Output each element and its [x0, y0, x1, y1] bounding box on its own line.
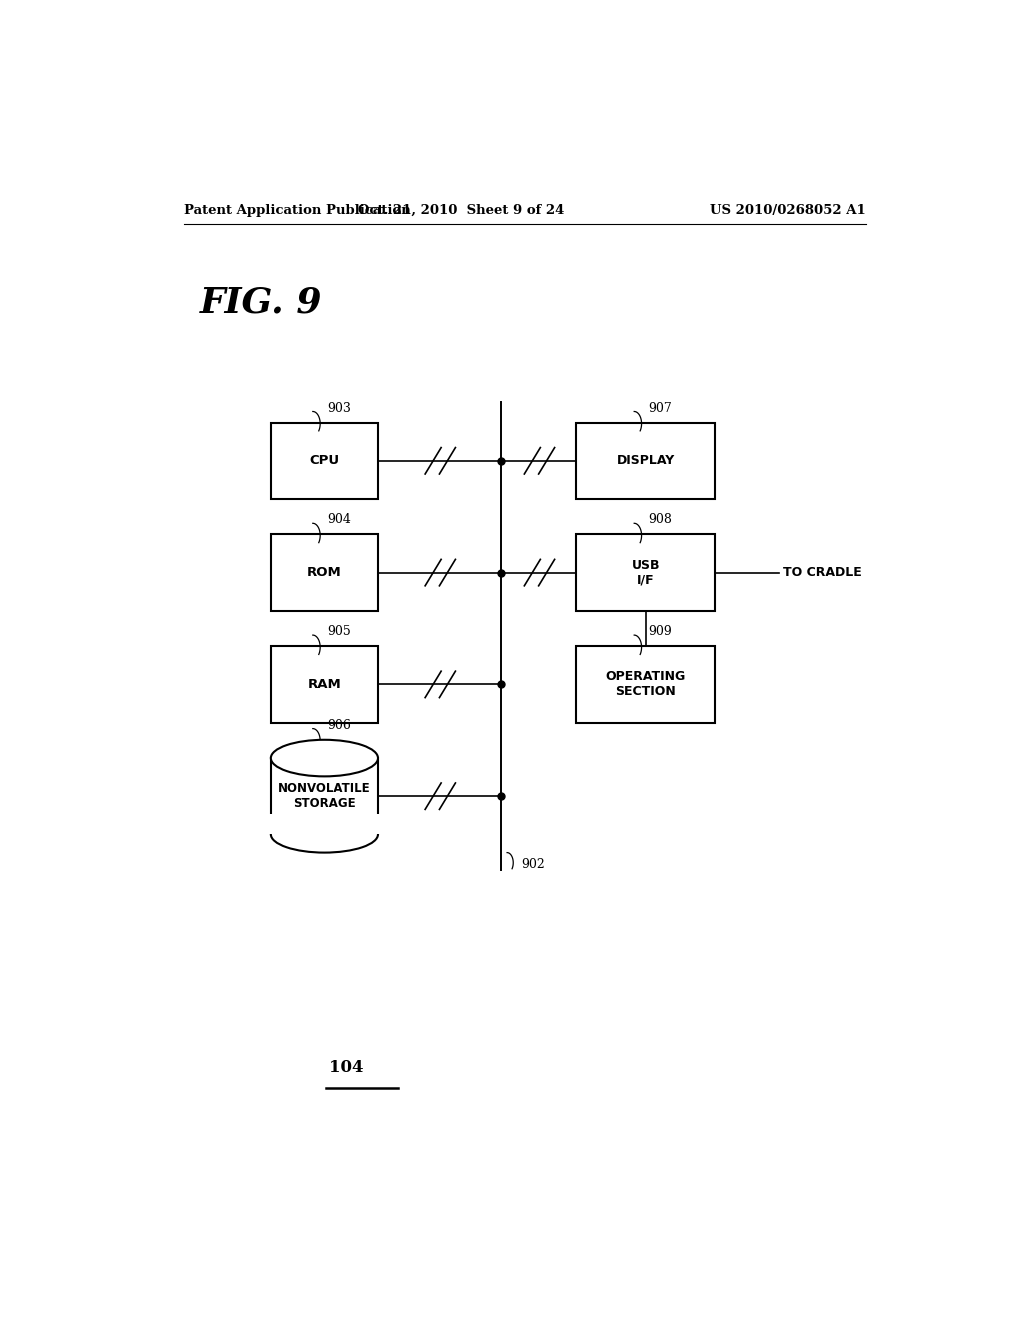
Text: CPU: CPU [309, 454, 340, 467]
FancyBboxPatch shape [270, 647, 378, 722]
FancyBboxPatch shape [270, 758, 378, 834]
Text: 905: 905 [327, 626, 350, 638]
Text: ROM: ROM [307, 566, 342, 579]
Ellipse shape [270, 739, 378, 776]
Text: FIG. 9: FIG. 9 [200, 285, 322, 319]
Text: 903: 903 [327, 401, 350, 414]
FancyBboxPatch shape [270, 422, 378, 499]
Text: Patent Application Publication: Patent Application Publication [183, 205, 411, 216]
Text: 904: 904 [327, 513, 350, 527]
Text: 906: 906 [327, 718, 350, 731]
FancyBboxPatch shape [270, 535, 378, 611]
Text: Oct. 21, 2010  Sheet 9 of 24: Oct. 21, 2010 Sheet 9 of 24 [358, 205, 564, 216]
Text: 909: 909 [648, 626, 672, 638]
Text: DISPLAY: DISPLAY [616, 454, 675, 467]
FancyBboxPatch shape [269, 814, 380, 834]
Text: TO CRADLE: TO CRADLE [782, 566, 861, 579]
Text: 908: 908 [648, 513, 672, 527]
FancyBboxPatch shape [577, 535, 715, 611]
Text: USB
I/F: USB I/F [632, 558, 660, 586]
Text: NONVOLATILE
STORAGE: NONVOLATILE STORAGE [279, 783, 371, 810]
Text: 104: 104 [329, 1059, 364, 1076]
FancyBboxPatch shape [577, 647, 715, 722]
Text: OPERATING
SECTION: OPERATING SECTION [606, 671, 686, 698]
Text: 902: 902 [521, 858, 545, 871]
Text: US 2010/0268052 A1: US 2010/0268052 A1 [711, 205, 866, 216]
FancyBboxPatch shape [577, 422, 715, 499]
Text: RAM: RAM [307, 678, 341, 690]
Ellipse shape [270, 816, 378, 853]
Text: 907: 907 [648, 401, 672, 414]
